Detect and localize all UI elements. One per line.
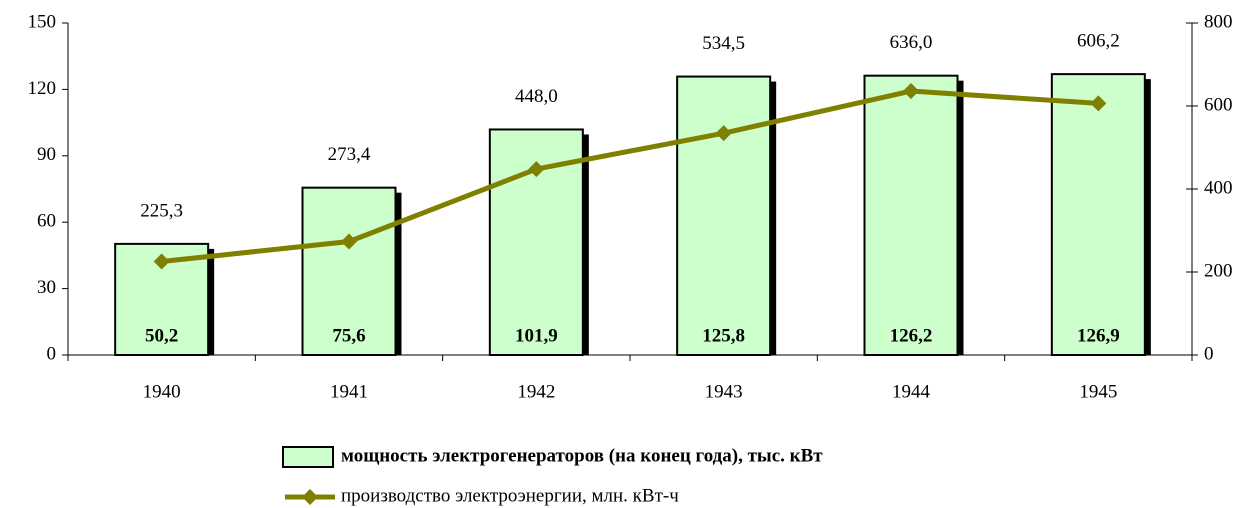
y2-tick-label: 200	[1204, 260, 1233, 281]
x-tick-label: 1940	[143, 381, 181, 402]
line-marker	[715, 125, 732, 142]
x-tick-label: 1945	[1079, 381, 1117, 402]
line-value-label: 534,5	[702, 33, 745, 54]
y2-tick-label: 800	[1204, 11, 1233, 32]
x-tick-label: 1941	[330, 381, 368, 402]
line	[161, 88, 1099, 264]
bar-value-label: 125,8	[702, 325, 745, 346]
legend-marker	[302, 489, 318, 505]
line-value-label: 225,3	[140, 200, 183, 221]
line-marker	[153, 253, 170, 270]
line-marker	[903, 83, 919, 100]
y2-tick-label: 600	[1204, 94, 1233, 115]
legend-label: производство электроэнергии, млн. кВт-ч	[341, 485, 679, 506]
line-value-label: 448,0	[515, 86, 558, 107]
bar-value-label: 126,2	[890, 325, 933, 346]
y-tick-label: 90	[37, 144, 56, 165]
y-tick-label: 60	[37, 211, 56, 232]
y-tick-label: 0	[47, 343, 57, 364]
bar-value-label: 126,9	[1077, 325, 1120, 346]
line-marker	[528, 161, 545, 178]
bar	[1050, 73, 1146, 357]
bar	[863, 74, 959, 356]
x-tick-label: 1944	[892, 381, 931, 402]
bar	[676, 75, 772, 357]
bar-value-label: 75,6	[332, 325, 365, 346]
line-value-label: 606,2	[1077, 30, 1120, 51]
bar	[301, 186, 397, 356]
legend-label: мощность электрогенераторов (на конец го…	[341, 445, 823, 466]
y2-tick-label: 400	[1204, 177, 1233, 198]
y2-tick-label: 0	[1204, 343, 1214, 364]
y-tick-label: 30	[37, 277, 56, 298]
legend-swatch	[282, 446, 334, 468]
x-tick-label: 1942	[517, 381, 555, 402]
line-marker	[1090, 95, 1107, 112]
line-value-label: 636,0	[890, 32, 933, 53]
y-tick-label: 150	[28, 11, 57, 32]
bar-value-label: 101,9	[515, 325, 558, 346]
line-marker	[341, 233, 357, 250]
x-tick-label: 1943	[705, 381, 743, 402]
line-value-label: 273,4	[328, 144, 371, 165]
bar-value-label: 50,2	[145, 325, 178, 346]
y-tick-label: 120	[28, 78, 57, 99]
